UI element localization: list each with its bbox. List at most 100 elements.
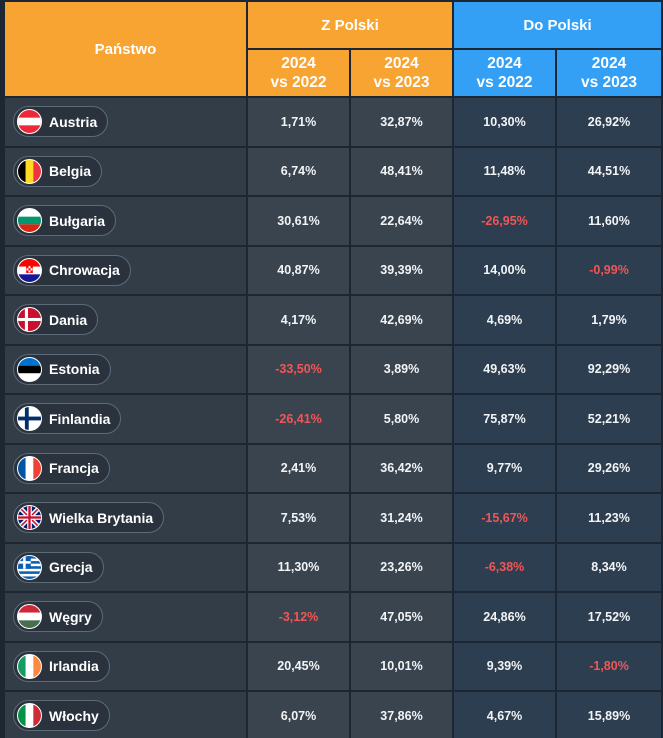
value-cell-to-2023: -0,99% (557, 246, 662, 294)
country-pill: Węgry (13, 601, 103, 633)
subheader-versus: vs 2022 (476, 74, 533, 91)
value-cell-from-2023: 5,80% (351, 395, 452, 443)
value-cell-from-2022: -26,41% (248, 395, 349, 443)
country-name: Grecja (49, 559, 93, 576)
country-pill: Grecja (13, 551, 104, 583)
country-name: Węgry (49, 608, 92, 625)
value-cell-from-2022: 20,45% (248, 642, 349, 690)
value-cell-from-2022: 30,61% (248, 197, 349, 245)
country-name: Wielka Brytania (49, 509, 154, 526)
country-name: Włochy (49, 707, 99, 724)
country-cell: Chrowacja (5, 246, 246, 294)
value-cell-to-2023: 11,60% (557, 197, 662, 245)
value-cell-from-2022: 4,17% (248, 296, 349, 344)
value-cell-from-2023: 32,87% (351, 98, 452, 146)
table-row: Węgry -3,12% 47,05% 24,86% 17,52% (5, 593, 662, 641)
value-cell-from-2023: 39,39% (351, 246, 452, 294)
country-cell: Finlandia (5, 395, 246, 443)
value-cell-to-2022: 4,69% (454, 296, 555, 344)
value-cell-to-2022: 75,87% (454, 395, 555, 443)
header-country: Państwo (5, 2, 246, 96)
subheader-year: 2024 (281, 55, 316, 72)
value-cell-from-2022: -3,12% (248, 593, 349, 641)
subheader-year: 2024 (384, 55, 419, 72)
table-row: Austria 1,71% 32,87% 10,30% 26,92% (5, 98, 662, 146)
value-cell-from-2022: -33,50% (248, 345, 349, 393)
country-name: Finlandia (49, 410, 111, 427)
country-name: Austria (49, 113, 98, 130)
value-cell-from-2022: 6,07% (248, 692, 349, 738)
country-name: Irlandia (49, 658, 99, 675)
value-cell-to-2023: 11,23% (557, 494, 662, 542)
table-row: Estonia -33,50% 3,89% 49,63% 92,29% (5, 345, 662, 393)
hungary-flag-icon (17, 604, 42, 630)
value-cell-from-2023: 47,05% (351, 593, 452, 641)
value-cell-to-2023: 52,21% (557, 395, 662, 443)
country-pill: Chrowacja (13, 254, 131, 286)
subheader-year: 2024 (487, 55, 522, 72)
value-cell-to-2022: 4,67% (454, 692, 555, 738)
table-row: Dania 4,17% 42,69% 4,69% 1,79% (5, 296, 662, 344)
country-cell: Wielka Brytania (5, 494, 246, 542)
table-row: Wielka Brytania 7,53% 31,24% -15,67% 11,23% (5, 494, 662, 542)
italy-flag-icon (17, 703, 42, 729)
country-cell: Bułgaria (5, 197, 246, 245)
uk-flag-icon (17, 505, 42, 531)
subheader-year: 2024 (591, 55, 627, 72)
bulgaria-flag-icon (17, 208, 42, 234)
country-cell: Belgia (5, 147, 246, 195)
value-cell-to-2023: 17,52% (557, 593, 662, 641)
value-cell-from-2022: 40,87% (248, 246, 349, 294)
country-pill: Belgia (13, 155, 103, 187)
country-name: Belgia (49, 163, 92, 180)
country-pill: Wielka Brytania (13, 502, 165, 534)
value-cell-to-2022: 11,48% (454, 147, 555, 195)
country-cell: Francja (5, 444, 246, 492)
country-name: Bułgaria (49, 212, 106, 229)
country-pill: Austria (13, 106, 109, 138)
value-cell-to-2023: 92,29% (557, 345, 662, 393)
value-cell-from-2022: 6,74% (248, 147, 349, 195)
table-row: Finlandia -26,41% 5,80% 75,87% 52,21% (5, 395, 662, 443)
value-cell-to-2023: 1,79% (557, 296, 662, 344)
value-cell-to-2023: -1,80% (557, 642, 662, 690)
value-cell-from-2023: 10,01% (351, 642, 452, 690)
value-cell-from-2023: 3,89% (351, 345, 452, 393)
value-cell-to-2022: 10,30% (454, 98, 555, 146)
value-cell-to-2022: -15,67% (454, 494, 555, 542)
country-cell: Dania (5, 296, 246, 344)
value-cell-to-2023: 29,26% (557, 444, 662, 492)
estonia-flag-icon (17, 356, 42, 382)
value-cell-to-2022: 24,86% (454, 593, 555, 641)
table-row: Belgia 6,74% 48,41% 11,48% 44,51% (5, 147, 662, 195)
header-from-poland: Z Polski (248, 2, 452, 48)
value-cell-from-2023: 37,86% (351, 692, 452, 738)
country-comparison-table: Państwo Z Polski Do Polski 2024 vs 2022 2… (3, 0, 663, 738)
country-name: Chrowacja (49, 262, 120, 279)
value-cell-from-2023: 23,26% (351, 543, 452, 591)
greece-flag-icon (17, 554, 42, 580)
country-cell: Węgry (5, 593, 246, 641)
value-cell-from-2023: 31,24% (351, 494, 452, 542)
france-flag-icon (17, 455, 42, 481)
croatia-flag-icon (17, 257, 42, 283)
table-row: Irlandia 20,45% 10,01% 9,39% -1,80% (5, 642, 662, 690)
table-row: Grecja 11,30% 23,26% -6,38% 8,34% (5, 543, 662, 591)
country-pill: Bułgaria (13, 205, 117, 237)
subheader-from-2022: 2024 vs 2022 (248, 50, 349, 96)
table-row: Włochy 6,07% 37,86% 4,67% 15,89% (5, 692, 662, 738)
subheader-versus: vs 2022 (270, 74, 327, 91)
finland-flag-icon (17, 406, 42, 432)
value-cell-from-2023: 36,42% (351, 444, 452, 492)
table-row: Chrowacja 40,87% 39,39% 14,00% -0,99% (5, 246, 662, 294)
value-cell-to-2023: 15,89% (557, 692, 662, 738)
country-pill: Francja (13, 452, 110, 484)
country-name: Dania (49, 311, 88, 328)
country-cell: Estonia (5, 345, 246, 393)
value-cell-from-2022: 7,53% (248, 494, 349, 542)
table-row: Francja 2,41% 36,42% 9,77% 29,26% (5, 444, 662, 492)
country-pill: Finlandia (13, 403, 122, 435)
subheader-versus: vs 2023 (373, 74, 430, 91)
subheader-from-2023: 2024 vs 2023 (351, 50, 452, 96)
